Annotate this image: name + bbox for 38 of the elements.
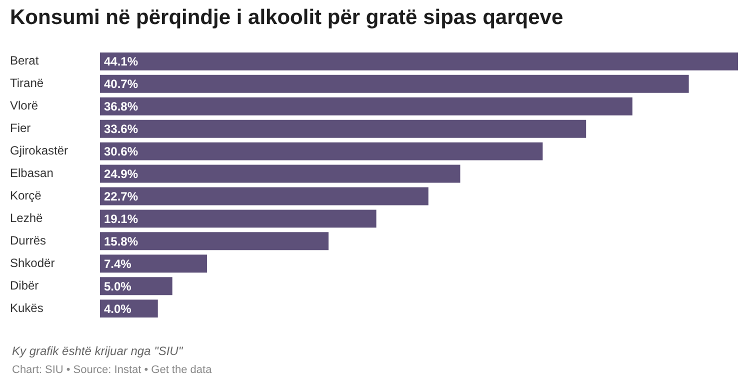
y-tick-label: Fier bbox=[10, 121, 31, 136]
y-tick-label: Elbasan bbox=[10, 166, 54, 180]
data-label: 44.1% bbox=[104, 54, 138, 69]
text: Ky grafik është krijuar nga "SIU" bbox=[12, 344, 183, 358]
y-tick-label: Korçë bbox=[10, 188, 42, 203]
y-tick-label: Dibër bbox=[10, 278, 39, 292]
data-label: 36.8% bbox=[104, 100, 138, 114]
bar bbox=[100, 210, 376, 228]
bar bbox=[100, 52, 738, 70]
y-tick-label: Gjirokastër bbox=[10, 144, 68, 158]
data-label: 19.1% bbox=[104, 212, 138, 226]
data-label: 22.7% bbox=[104, 190, 138, 204]
y-tick-label: Shkodër bbox=[10, 256, 55, 270]
data-label: 30.6% bbox=[104, 144, 138, 159]
bar bbox=[100, 74, 689, 93]
data-label: 15.8% bbox=[104, 234, 138, 248]
y-tick-label: Lezhë bbox=[10, 211, 44, 226]
bar bbox=[100, 164, 460, 183]
bar bbox=[100, 232, 329, 250]
y-tick-label: Berat bbox=[10, 54, 40, 68]
data-label: 24.9% bbox=[104, 167, 138, 182]
bar bbox=[100, 254, 208, 273]
y-tick-label: Kukës bbox=[10, 300, 44, 315]
y-tick-label: Durrës bbox=[10, 233, 46, 248]
bar bbox=[100, 97, 632, 116]
bar bbox=[100, 142, 543, 160]
data-label: 7.4% bbox=[104, 256, 132, 271]
data-label: 40.7% bbox=[104, 77, 138, 92]
y-tick-label: Tiranë bbox=[10, 76, 44, 90]
bar bbox=[100, 187, 428, 206]
bar bbox=[100, 120, 586, 138]
data-label: 4.0% bbox=[104, 302, 132, 316]
data-label: 33.6% bbox=[104, 122, 138, 136]
bar bbox=[100, 277, 172, 296]
data-label: 5.0% bbox=[104, 279, 132, 294]
text: Chart: SIU • Source: Instat • Get the data bbox=[12, 364, 212, 376]
y-tick-label: Vlorë bbox=[10, 98, 38, 113]
chart-title: Konsumi në përqindje i alkoolit për gratë sipas qarqeve bbox=[10, 6, 564, 30]
